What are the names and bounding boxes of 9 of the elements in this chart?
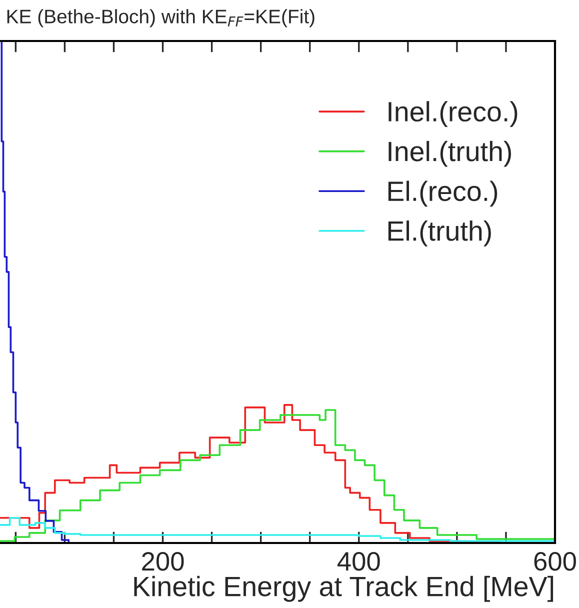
x-tick-label: 400 — [337, 552, 380, 571]
legend-label: Inel.(truth) — [388, 140, 512, 167]
legend-label: El.(reco.) — [388, 180, 498, 207]
x-tick-label: 600 — [534, 552, 576, 571]
x-axis-title: Kinetic Energy at Track End [MeV] — [134, 576, 554, 602]
legend-label: Inel.(reco.) — [388, 101, 518, 128]
legend-label: El.(truth) — [388, 220, 491, 246]
chart-title: KE (Bethe-Bloch) with KE$_{FF}$=KE(Fit) — [7, 9, 314, 28]
x-tick-label: 200 — [142, 552, 184, 571]
